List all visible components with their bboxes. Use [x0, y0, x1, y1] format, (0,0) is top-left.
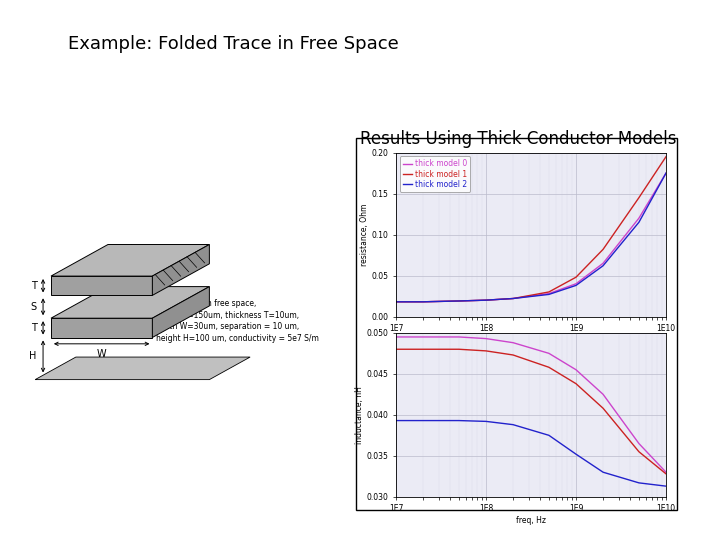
Text: L: L [130, 245, 136, 254]
Polygon shape [51, 318, 153, 338]
Polygon shape [51, 287, 210, 318]
Polygon shape [51, 276, 153, 295]
Text: folded trace in free space,
length L=150um, thickness T=10um,
width W=30um, sepa: folded trace in free space, length L=150… [156, 299, 318, 343]
Text: S: S [30, 302, 37, 312]
Y-axis label: resistance, Ohm: resistance, Ohm [359, 204, 369, 266]
Polygon shape [51, 245, 210, 276]
Text: T: T [31, 281, 37, 291]
Text: Results Using Thick Conductor Models: Results Using Thick Conductor Models [360, 130, 677, 147]
X-axis label: freq, Hz: freq, Hz [516, 516, 546, 525]
Polygon shape [153, 287, 210, 338]
Polygon shape [35, 357, 250, 380]
Text: Example: Folded Trace in Free Space: Example: Folded Trace in Free Space [68, 35, 399, 53]
Y-axis label: inductance, nH: inductance, nH [355, 386, 364, 444]
Legend: thick model 0, thick model 1, thick model 2: thick model 0, thick model 1, thick mode… [400, 157, 470, 192]
Text: W: W [97, 349, 107, 359]
Text: T: T [31, 323, 37, 333]
Polygon shape [153, 245, 210, 295]
X-axis label: freq, Hz: freq, Hz [516, 336, 546, 345]
Text: H: H [30, 352, 37, 361]
